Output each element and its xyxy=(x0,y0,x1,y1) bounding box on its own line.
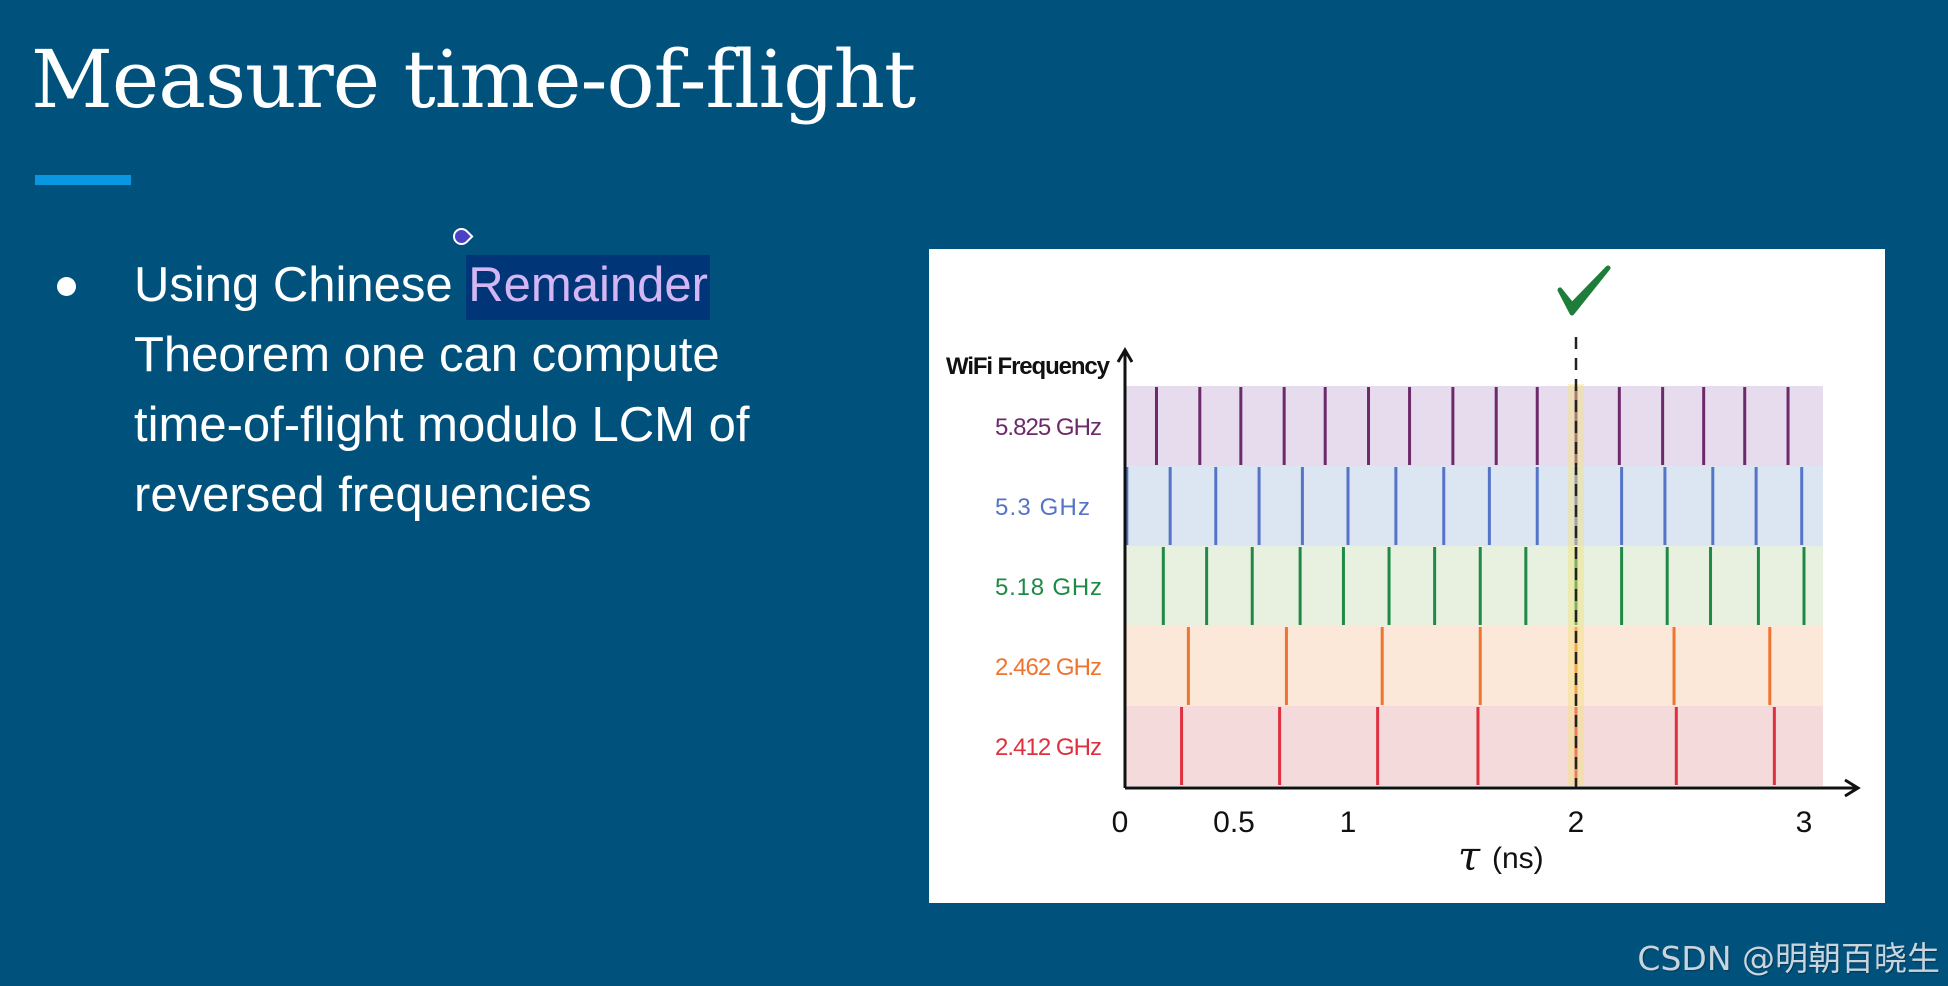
y-axis-arrow-icon xyxy=(1116,347,1134,363)
bullet-line-4: reversed frequencies xyxy=(134,468,592,522)
x-tick-label: 1 xyxy=(1340,806,1357,839)
x-axis-label-symbol: τ xyxy=(1458,834,1481,880)
title-accent-bar xyxy=(35,175,131,185)
bullet-item[interactable]: Using Chinese Remainder Theorem one can … xyxy=(134,250,854,530)
x-tick-label: 0.5 xyxy=(1213,806,1255,839)
bullet-icon xyxy=(57,277,76,296)
x-axis-arrow-icon xyxy=(1844,778,1861,798)
highlight-column xyxy=(1568,384,1584,786)
series-band: 2.462 GHz xyxy=(995,626,1823,706)
x-tick-label: 3 xyxy=(1796,806,1813,839)
x-tick-label: 2 xyxy=(1568,806,1585,839)
y-axis-label: WiFi Frequency xyxy=(946,353,1111,380)
series-label: 5.825 GHz xyxy=(995,414,1102,441)
checkmark-icon xyxy=(1557,265,1611,316)
series-band: 5.3 GHz xyxy=(995,466,1823,546)
bullet-line-1: Using Chinese Remainder xyxy=(134,250,854,320)
bullet-line-3: time-of-flight modulo LCM of xyxy=(134,398,750,452)
series-band: 5.18 GHz xyxy=(995,546,1823,626)
series-band: 2.412 GHz xyxy=(995,706,1823,786)
series-label: 5.3 GHz xyxy=(995,494,1090,521)
series-label: 5.18 GHz xyxy=(995,574,1102,601)
x-axis-label-unit: (ns) xyxy=(1492,842,1544,875)
x-tick-label: 0 xyxy=(1112,806,1129,839)
watermark: CSDN @明朝百晓生 xyxy=(1637,939,1940,978)
bullet-text-before-selection: Using Chinese xyxy=(134,258,467,312)
series-band: 5.825 GHz xyxy=(995,386,1823,466)
selected-text[interactable]: Remainder xyxy=(466,255,710,320)
bullet-line-2: Theorem one can compute xyxy=(134,328,720,382)
series-label: 2.462 GHz xyxy=(995,654,1102,681)
slide-title: Measure time-of-flight xyxy=(31,33,916,126)
series-label: 2.412 GHz xyxy=(995,734,1102,761)
